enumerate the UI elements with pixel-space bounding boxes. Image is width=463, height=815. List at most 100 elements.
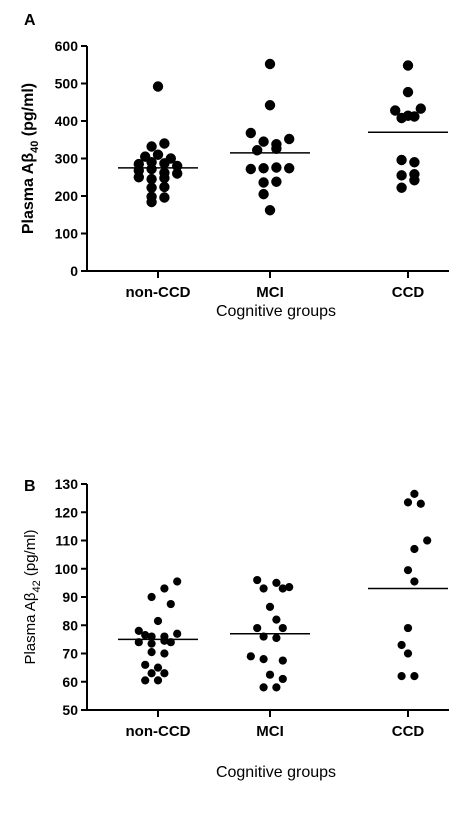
data-point-mci [278,584,287,593]
data-point-ccd [390,105,401,116]
data-point-non-ccd [159,181,170,193]
data-point-ccd [396,154,407,166]
data-point-ccd [402,86,414,98]
data-point-ccd [397,672,406,681]
data-point-non-ccd [153,676,163,685]
data-point-mci [259,655,268,664]
data-point-ccd [396,112,407,124]
data-point-non-ccd [141,631,150,640]
y-tick-label: 130 [55,476,79,492]
data-point-ccd [415,103,426,114]
data-point-mci [258,177,269,188]
y-tick-label: 120 [55,504,79,520]
y-tick-label: 70 [62,646,78,662]
data-point-non-ccd [146,196,157,208]
data-point-ccd [410,489,419,498]
data-point-non-ccd [152,81,164,92]
data-point-mci [246,652,255,661]
data-point-ccd [396,182,407,193]
chart-panel-a: A 0 100 200 300 400 500 600 non-CCD MCI CCD Cogniti… [20,12,449,320]
y-tick-label: 0 [70,263,78,279]
y-tick-label: 300 [55,151,79,167]
data-point-mci [252,145,263,156]
data-point-ccd [409,157,420,168]
data-point-mci [272,615,281,624]
y-tick-label: 80 [62,617,78,633]
data-point-ccd [409,111,420,122]
data-point-mci [264,205,276,216]
data-point-ccd [396,170,407,181]
data-point-non-ccd [147,632,156,641]
data-point-mci [265,670,275,679]
x-tick-label: non-CCD [126,723,191,740]
data-point-non-ccd [159,192,170,203]
y-axis-title: Plasma Aβ42 (pg/ml) [22,529,43,664]
data-point-non-ccd [146,182,157,193]
data-point-non-ccd [153,663,163,672]
data-point-non-ccd [160,669,169,678]
x-axis-title: Cognitive groups [216,303,336,320]
data-point-non-ccd [147,592,156,602]
data-point-non-ccd [159,138,170,149]
data-point-mci [258,163,269,174]
data-point-non-ccd [146,173,157,185]
data-point-mci [259,632,268,641]
data-point-ccd [403,566,413,575]
y-tick-label: 90 [62,589,78,605]
data-point-mci [284,133,295,145]
data-point-non-ccd [134,626,143,636]
data-point-non-ccd [134,638,143,647]
y-axis-title: Plasma Aβ40 (pg/ml) [20,83,41,234]
x-tick-label: CCD [392,284,425,301]
data-point-non-ccd [152,149,164,160]
data-point-non-ccd [159,158,170,169]
y-tick-label: 200 [55,188,79,204]
data-point-ccd [410,544,419,554]
data-point-ccd [403,498,413,507]
data-point-mci [245,127,256,139]
data-point-non-ccd [146,141,157,152]
x-tick-label: CCD [392,723,425,740]
data-point-mci [259,683,268,692]
data-point-non-ccd [166,638,175,647]
data-point-mci [264,58,276,70]
data-point-mci [258,188,269,200]
panel-label: A [24,12,36,29]
data-point-mci [253,623,262,633]
x-tick-label: non-CCD [126,284,191,301]
y-tick-label: 500 [55,76,79,92]
data-point-ccd [410,672,419,681]
data-point-mci [272,633,281,643]
data-point-mci [272,683,281,692]
data-point-non-ccd [147,639,156,648]
data-point-mci [278,656,287,665]
data-point-non-ccd [173,577,182,586]
data-point-mci [258,136,269,147]
data-point-non-ccd [147,669,156,678]
data-point-ccd [410,577,419,586]
data-point-mci [265,602,275,611]
y-tick-label: 60 [62,674,78,690]
y-tick-label: 600 [55,38,79,54]
data-point-mci [259,584,268,593]
data-point-ccd [403,649,413,658]
data-point-ccd [423,536,432,545]
data-point-non-ccd [173,629,182,638]
data-point-ccd [397,640,406,650]
data-point-non-ccd [146,163,157,175]
data-point-mci [284,163,295,174]
data-point-non-ccd [153,616,163,626]
y-tick-label: 100 [55,561,79,577]
data-point-non-ccd [160,584,169,593]
data-point-non-ccd [160,649,169,658]
data-point-mci [271,162,282,173]
panel-label: B [24,478,36,495]
data-point-non-ccd [159,172,170,184]
x-axis-title: Cognitive groups [216,764,336,781]
data-point-mci [245,163,256,175]
data-point-non-ccd [133,172,144,183]
data-point-non-ccd [141,676,150,685]
data-point-mci [272,578,281,587]
